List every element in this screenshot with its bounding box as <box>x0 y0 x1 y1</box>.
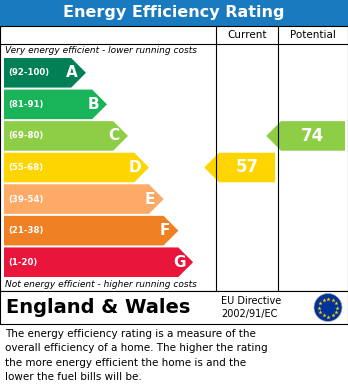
Text: Energy Efficiency Rating: Energy Efficiency Rating <box>63 5 285 20</box>
Text: Potential: Potential <box>290 30 336 40</box>
Bar <box>0 0 348 26</box>
Text: 57: 57 <box>236 158 259 176</box>
Text: D: D <box>129 160 142 175</box>
Text: (1-20): (1-20) <box>8 258 37 267</box>
Polygon shape <box>4 248 193 277</box>
Polygon shape <box>4 90 107 119</box>
Polygon shape <box>266 121 345 151</box>
Text: (81-91): (81-91) <box>8 100 44 109</box>
Text: EU Directive
2002/91/EC: EU Directive 2002/91/EC <box>221 296 281 319</box>
Text: (21-38): (21-38) <box>8 226 44 235</box>
Text: G: G <box>173 255 185 270</box>
Bar <box>0 291 348 324</box>
Text: F: F <box>159 223 170 238</box>
Text: (69-80): (69-80) <box>8 131 43 140</box>
Text: (39-54): (39-54) <box>8 195 44 204</box>
Text: Not energy efficient - higher running costs: Not energy efficient - higher running co… <box>5 280 197 289</box>
Text: (92-100): (92-100) <box>8 68 49 77</box>
Polygon shape <box>4 121 128 151</box>
Text: A: A <box>66 65 78 80</box>
Text: Current: Current <box>227 30 267 40</box>
Text: B: B <box>87 97 99 112</box>
Bar <box>0 26 348 291</box>
Text: (55-68): (55-68) <box>8 163 43 172</box>
Polygon shape <box>4 153 149 182</box>
Text: England & Wales: England & Wales <box>6 298 190 317</box>
Text: The energy efficiency rating is a measure of the
overall efficiency of a home. T: The energy efficiency rating is a measur… <box>5 329 268 382</box>
Polygon shape <box>4 184 164 214</box>
Polygon shape <box>204 153 275 182</box>
Text: C: C <box>109 128 120 143</box>
Text: 74: 74 <box>301 127 325 145</box>
Circle shape <box>314 294 342 321</box>
Text: E: E <box>145 192 155 206</box>
Polygon shape <box>4 58 86 88</box>
Polygon shape <box>4 216 179 246</box>
Text: Very energy efficient - lower running costs: Very energy efficient - lower running co… <box>5 46 197 55</box>
